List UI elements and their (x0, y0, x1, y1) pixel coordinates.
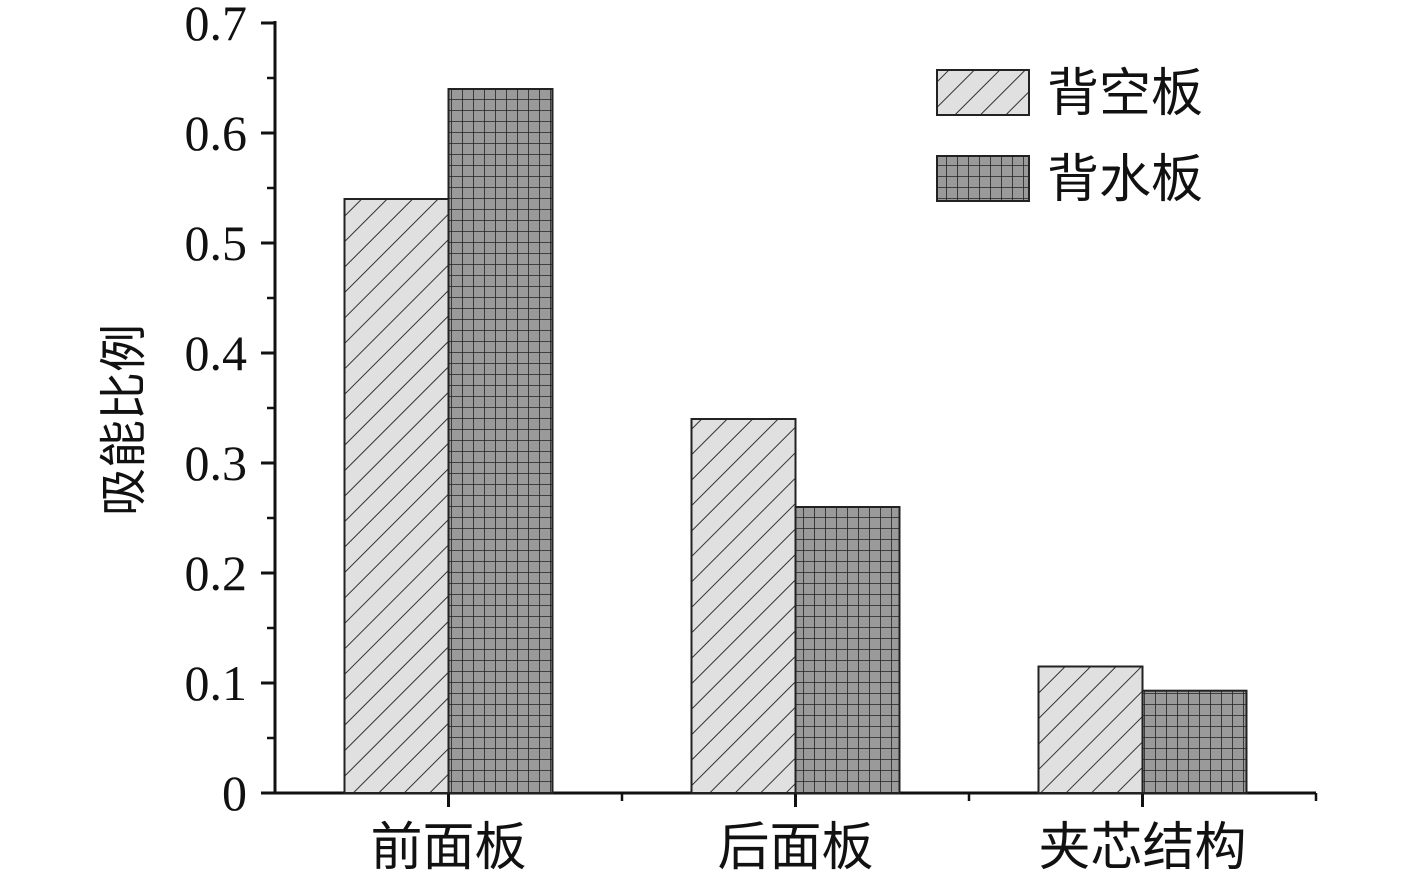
x-tick-label: 夹芯结构 (1038, 818, 1246, 878)
legend-swatch (936, 69, 1030, 116)
x-tick-label: 前面板 (370, 818, 526, 878)
y-tick-label: 0.2 (185, 545, 248, 601)
bar-back-empty-0 (343, 198, 450, 794)
y-tick-label: 0.7 (185, 0, 248, 51)
bar-back-water-1 (794, 506, 901, 794)
bar-back-empty-2 (1037, 665, 1144, 794)
legend-label: 背水板 (1047, 150, 1203, 210)
y-tick-label: 0 (222, 765, 247, 821)
y-tick-label: 0.5 (185, 215, 248, 271)
legend-swatch (936, 155, 1030, 202)
bar-back-water-0 (447, 88, 554, 794)
x-tick-label: 后面板 (717, 818, 873, 878)
y-tick-label: 0.1 (185, 655, 248, 711)
bar-back-empty-1 (690, 418, 797, 794)
bars (343, 88, 1248, 795)
y-axis-label: 吸能比例 (96, 324, 152, 516)
axis-labels: 0 0.1 0.2 0.3 0.4 0.5 0.6 0.7 前面板 后面板 夹芯结构 (185, 0, 1247, 878)
y-tick-label: 0.3 (185, 435, 248, 491)
legend-label: 背空板 (1047, 64, 1203, 124)
y-tick-label: 0.6 (185, 105, 248, 161)
bar-back-water-2 (1141, 689, 1248, 795)
y-tick-label: 0.4 (185, 325, 248, 381)
